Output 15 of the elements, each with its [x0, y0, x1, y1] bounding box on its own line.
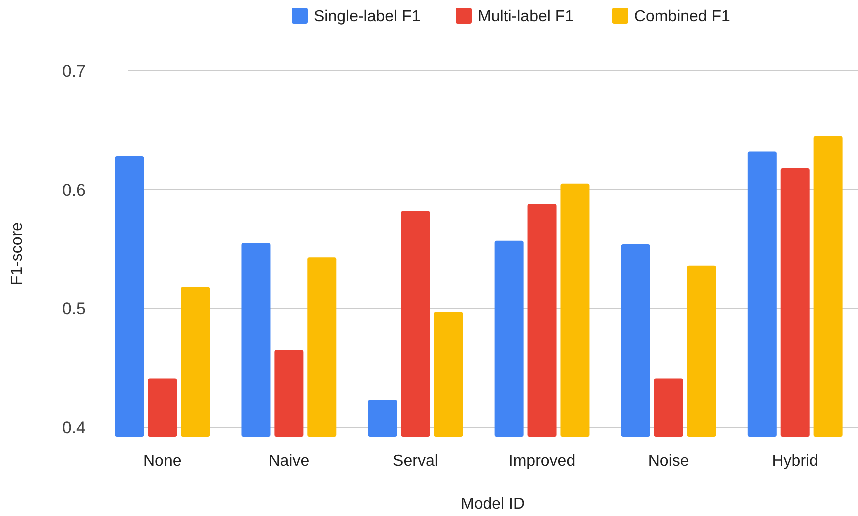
y-axis-title: F1-score	[9, 222, 26, 286]
y-tick-label: 0.5	[62, 300, 86, 319]
x-tick-label: Hybrid	[772, 453, 818, 470]
y-tick-label: 0.4	[62, 418, 86, 438]
legend-label: Single-label F1	[314, 8, 421, 26]
x-tick-label: Noise	[648, 453, 690, 470]
x-tick-label: None	[144, 453, 182, 470]
y-tick-label: 0.6	[62, 180, 86, 200]
x-axis-title: Model ID	[460, 496, 526, 513]
x-tick-label: Improved	[508, 453, 576, 470]
y-tick-label: 0.7	[62, 62, 86, 81]
x-tick-label: Naive	[268, 453, 310, 470]
legend-label: Combined F1	[634, 8, 731, 26]
legend-label: Multi-label F1	[478, 8, 574, 26]
x-tick-label: Serval	[393, 453, 438, 470]
